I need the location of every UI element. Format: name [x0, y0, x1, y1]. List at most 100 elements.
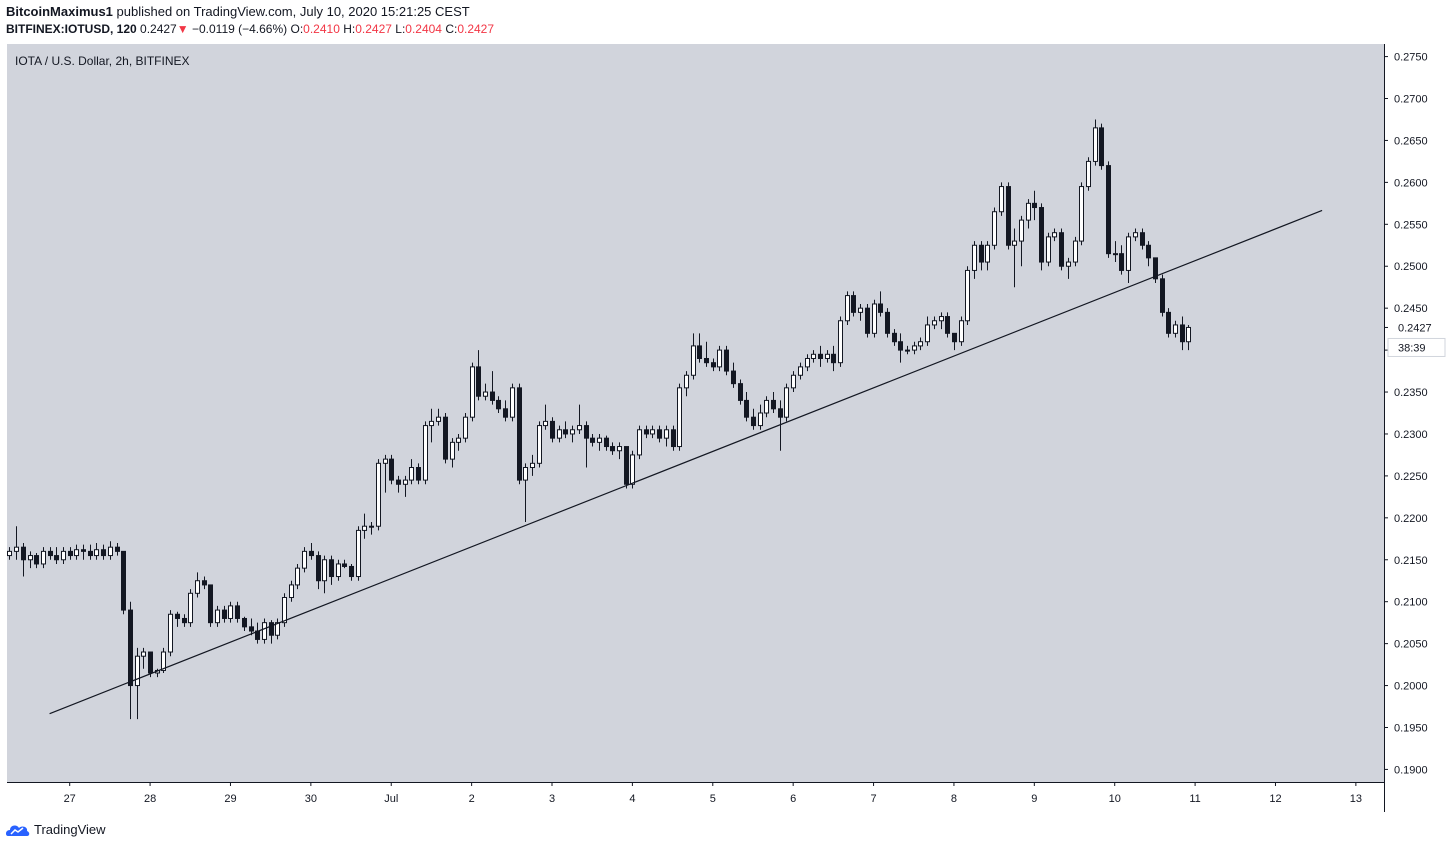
bullish-candle[interactable]	[650, 429, 655, 435]
bearish-candle[interactable]	[503, 408, 508, 418]
bullish-candle[interactable]	[1073, 240, 1078, 263]
bullish-candle[interactable]	[14, 546, 19, 552]
bullish-candle[interactable]	[905, 349, 910, 352]
bullish-candle[interactable]	[784, 387, 789, 418]
bullish-candle[interactable]	[108, 546, 113, 557]
bearish-candle[interactable]	[1140, 232, 1145, 246]
bearish-candle[interactable]	[604, 437, 609, 448]
bullish-candle[interactable]	[429, 420, 434, 427]
bullish-candle[interactable]	[972, 244, 977, 271]
bullish-candle[interactable]	[369, 525, 374, 528]
bearish-candle[interactable]	[771, 399, 776, 410]
bullish-candle[interactable]	[188, 592, 193, 624]
tradingview-logo[interactable]: TradingView	[6, 822, 106, 837]
bullish-candle[interactable]	[1012, 240, 1017, 246]
bearish-candle[interactable]	[584, 425, 589, 439]
bearish-candle[interactable]	[892, 332, 897, 343]
bearish-candle[interactable]	[222, 609, 227, 619]
bullish-candle[interactable]	[1079, 186, 1084, 242]
bullish-candle[interactable]	[1133, 232, 1138, 238]
bullish-candle[interactable]	[677, 387, 682, 448]
bearish-candle[interactable]	[68, 550, 73, 557]
bearish-candle[interactable]	[48, 550, 53, 557]
bullish-candle[interactable]	[992, 211, 997, 246]
bullish-candle[interactable]	[483, 391, 488, 397]
bullish-candle[interactable]	[302, 550, 307, 569]
bearish-candle[interactable]	[1059, 232, 1064, 267]
bearish-candle[interactable]	[898, 341, 903, 351]
bearish-candle[interactable]	[851, 295, 856, 313]
bearish-candle[interactable]	[389, 458, 394, 481]
bullish-candle[interactable]	[791, 374, 796, 389]
bullish-candle[interactable]	[811, 353, 816, 359]
bullish-candle[interactable]	[1026, 202, 1031, 221]
bearish-candle[interactable]	[711, 362, 716, 368]
bullish-candle[interactable]	[985, 244, 990, 263]
bearish-candle[interactable]	[115, 546, 120, 552]
bullish-candle[interactable]	[691, 345, 696, 376]
bearish-candle[interactable]	[979, 244, 984, 263]
bearish-candle[interactable]	[610, 446, 615, 452]
bearish-candle[interactable]	[1166, 311, 1171, 334]
bullish-candle[interactable]	[1186, 326, 1191, 343]
bearish-candle[interactable]	[778, 408, 783, 418]
bearish-candle[interactable]	[182, 617, 187, 624]
bullish-candle[interactable]	[436, 416, 441, 422]
bearish-candle[interactable]	[1160, 278, 1165, 313]
bearish-candle[interactable]	[952, 332, 957, 343]
bearish-candle[interactable]	[1153, 257, 1158, 280]
bearish-candle[interactable]	[443, 416, 448, 460]
bullish-candle[interactable]	[215, 609, 220, 624]
bearish-candle[interactable]	[831, 353, 836, 364]
bearish-candle[interactable]	[88, 550, 93, 557]
bullish-candle[interactable]	[758, 412, 763, 427]
bearish-candle[interactable]	[1032, 202, 1037, 209]
bullish-candle[interactable]	[383, 458, 388, 464]
bullish-candle[interactable]	[805, 357, 810, 368]
bullish-candle[interactable]	[858, 307, 863, 313]
bullish-candle[interactable]	[450, 441, 455, 460]
bearish-candle[interactable]	[396, 479, 401, 485]
bullish-candle[interactable]	[597, 437, 602, 443]
bullish-candle[interactable]	[228, 605, 233, 619]
bullish-candle[interactable]	[912, 345, 917, 351]
bullish-candle[interactable]	[537, 425, 542, 464]
bullish-candle[interactable]	[135, 655, 140, 687]
bearish-candle[interactable]	[550, 420, 555, 439]
bullish-candle[interactable]	[845, 295, 850, 322]
bullish-candle[interactable]	[7, 550, 12, 557]
bullish-candle[interactable]	[872, 303, 877, 334]
bullish-candle[interactable]	[141, 651, 146, 657]
bearish-candle[interactable]	[517, 387, 522, 481]
bullish-candle[interactable]	[94, 549, 99, 557]
bearish-candle[interactable]	[202, 580, 207, 586]
bearish-candle[interactable]	[121, 550, 126, 611]
bullish-candle[interactable]	[630, 454, 635, 485]
symbol-label[interactable]: BITFINEX:IOTUSD, 120	[6, 22, 137, 36]
bearish-candle[interactable]	[724, 349, 729, 372]
bullish-candle[interactable]	[470, 366, 475, 418]
bullish-candle[interactable]	[1019, 219, 1024, 242]
bullish-candle[interactable]	[161, 651, 166, 671]
bullish-candle[interactable]	[403, 479, 408, 485]
bullish-candle[interactable]	[617, 446, 622, 452]
bearish-candle[interactable]	[563, 429, 568, 435]
bearish-candle[interactable]	[590, 437, 595, 443]
bullish-candle[interactable]	[1066, 261, 1071, 267]
bullish-candle[interactable]	[764, 399, 769, 414]
bullish-candle[interactable]	[838, 320, 843, 364]
bullish-candle[interactable]	[1052, 232, 1057, 238]
bearish-candle[interactable]	[657, 429, 662, 439]
bullish-candle[interactable]	[925, 324, 930, 343]
bearish-candle[interactable]	[349, 565, 354, 578]
bullish-candle[interactable]	[41, 550, 46, 565]
bullish-candle[interactable]	[543, 420, 548, 427]
bearish-candle[interactable]	[54, 555, 59, 561]
bullish-candle[interactable]	[168, 613, 173, 653]
bullish-candle[interactable]	[1173, 324, 1178, 334]
bullish-candle[interactable]	[999, 186, 1004, 213]
bearish-candle[interactable]	[208, 584, 213, 624]
bearish-candle[interactable]	[751, 416, 756, 427]
bullish-candle[interactable]	[74, 549, 79, 557]
bearish-candle[interactable]	[496, 399, 501, 410]
